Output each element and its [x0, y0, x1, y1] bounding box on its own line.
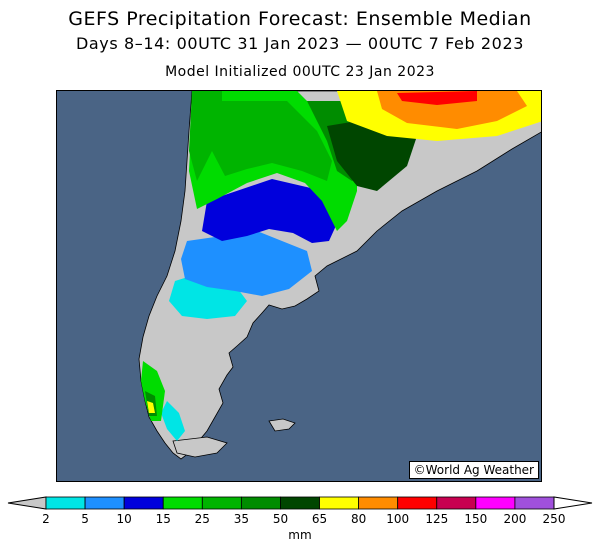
colorbar-tick-10: 10	[116, 512, 132, 526]
colorbar-tick-2: 2	[42, 512, 50, 526]
colorbar-under-arrow	[7, 496, 47, 510]
colorbar-swatch-65-80	[319, 496, 360, 510]
colorbar-unit-label: mm	[288, 528, 312, 542]
forecast-period: Days 8–14: 00UTC 31 Jan 2023 — 00UTC 7 F…	[75, 34, 525, 53]
map-canvas	[57, 91, 541, 481]
model-init-time: Model Initialized 00UTC 23 Jan 2023	[165, 64, 435, 80]
precip-25-35mm-andes	[189, 91, 222, 181]
colorbar-swatch-25-35	[201, 496, 242, 510]
map-title: GEFS Precipitation Forecast: Ensemble Me…	[68, 8, 532, 30]
colorbar-tick-35: 35	[233, 512, 250, 526]
colorbar-tick-150: 150	[464, 512, 488, 526]
colorbar-tick-125: 125	[425, 512, 449, 526]
land-tierra-del-fuego	[172, 436, 228, 458]
colorbar-tick-25: 25	[194, 512, 210, 526]
precip-colorbar: 2 5 10 15 25 35 50 65 80 100 125 150 200 250 mm	[0, 494, 600, 548]
colorbar-tick-100: 100	[386, 512, 410, 526]
colorbar-swatch-35-50	[240, 496, 281, 510]
colorbar-swatch-80-100	[358, 496, 399, 510]
precip-5-10mm	[181, 231, 312, 296]
colorbar-swatch-125-150	[436, 496, 477, 510]
colorbar-tick-80: 80	[350, 512, 367, 526]
copyright-label: ©World Ag Weather	[408, 461, 539, 479]
precip-100-125mm	[397, 91, 477, 105]
colorbar-swatch-10-15	[123, 496, 164, 510]
precip-65-80mm-south	[147, 401, 155, 413]
precip-2-5mm-south	[161, 401, 185, 441]
precip-15-25mm-chile	[141, 361, 165, 421]
colorbar-over-arrow	[553, 496, 593, 510]
colorbar-swatch-200-250	[514, 496, 555, 510]
colorbar-tick-15: 15	[155, 512, 171, 526]
colorbar-tick-250: 250	[542, 512, 566, 526]
precip-10-15mm	[202, 179, 339, 243]
colorbar-swatch-50-65	[280, 496, 320, 510]
colorbar-tick-65: 65	[311, 512, 328, 526]
precip-25-35mm	[212, 101, 332, 181]
precipitation-map: ©World Ag Weather	[56, 90, 542, 482]
colorbar-tick-50: 50	[272, 512, 289, 526]
colorbar-tick-5: 5	[81, 512, 89, 526]
land-falkland-islands	[268, 418, 296, 432]
colorbar-swatch-150-200	[475, 496, 516, 510]
colorbar-tick-200: 200	[503, 512, 527, 526]
colorbar-swatch-100-125	[397, 496, 438, 510]
colorbar-swatch-15-25	[162, 496, 203, 510]
colorbar-swatches	[7, 496, 593, 510]
colorbar-swatch-5-10	[84, 496, 125, 510]
colorbar-swatch-2-5	[45, 496, 86, 510]
